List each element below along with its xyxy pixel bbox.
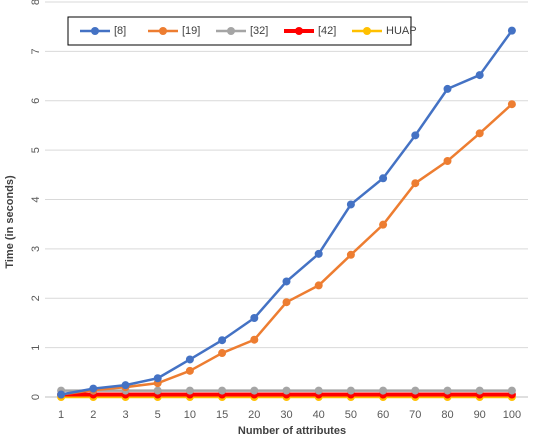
x-tick-label: 20 (248, 409, 260, 421)
legend-entry: [32] (216, 25, 268, 37)
x-tick-label: 90 (474, 409, 486, 421)
y-tick-label: 0 (30, 394, 42, 400)
data-point (282, 386, 291, 395)
legend: [8] [19] [32] [42] HUAP (67, 16, 417, 46)
y-tick-label: 6 (30, 98, 42, 104)
data-point (153, 374, 162, 383)
data-point (282, 277, 291, 286)
data-point (379, 220, 388, 229)
x-tick-label: 30 (280, 409, 292, 421)
legend-entry: [42] (284, 25, 336, 37)
y-tick-label: 5 (30, 147, 42, 153)
legend-swatch-marker (363, 27, 371, 35)
legend-label: [8] (114, 25, 126, 37)
data-point (218, 336, 227, 345)
y-axis-title: Time (in seconds) (4, 175, 16, 269)
data-point (379, 174, 388, 183)
y-tick-labels: 0 1 2 3 4 5 6 7 8 (30, 0, 42, 400)
y-tick-label: 2 (30, 295, 42, 301)
data-point (443, 156, 452, 165)
legend-entry: [8] (80, 25, 126, 37)
data-point (250, 335, 259, 344)
x-tick-label: 40 (313, 409, 325, 421)
y-tick-label: 8 (30, 0, 42, 5)
data-point (282, 298, 291, 307)
x-tick-label: 15 (216, 409, 228, 421)
data-point (507, 26, 516, 35)
legend-swatch-marker (91, 27, 99, 35)
legend-label: [42] (318, 25, 336, 37)
y-tick-label: 4 (30, 196, 42, 202)
x-tick-labels: 1 2 3 5 10 15 20 30 40 50 60 70 80 90 100 (58, 409, 521, 421)
x-tick-label: 5 (155, 409, 161, 421)
legend-swatch-marker (295, 27, 303, 35)
y-tick-label: 7 (30, 48, 42, 54)
legend-swatch-marker (159, 27, 167, 35)
x-tick-label: 3 (122, 409, 128, 421)
data-point (346, 200, 355, 209)
x-tick-label: 80 (441, 409, 453, 421)
data-point (314, 281, 323, 290)
series-line (60, 29, 513, 396)
data-point (153, 386, 162, 395)
data-point (314, 249, 323, 258)
x-axis-title: Number of attributes (238, 425, 346, 437)
legend-entry: [19] (148, 25, 200, 37)
data-point (443, 84, 452, 93)
series-8 (57, 26, 516, 399)
x-tick-label: 50 (345, 409, 357, 421)
data-point (346, 250, 355, 259)
x-tick-label: 60 (377, 409, 389, 421)
data-point (475, 129, 484, 138)
y-tick-label: 3 (30, 246, 42, 252)
data-point (346, 386, 355, 395)
data-point (411, 131, 420, 140)
data-point (507, 386, 516, 395)
data-point (89, 384, 98, 393)
legend-swatch-marker (227, 27, 235, 35)
data-point (185, 366, 194, 375)
series-layer (57, 26, 516, 401)
x-tick-label: 2 (90, 409, 96, 421)
data-point (218, 349, 227, 358)
data-point (185, 355, 194, 364)
data-point (379, 386, 388, 395)
x-tick-label: 10 (184, 409, 196, 421)
gridlines (45, 1, 528, 398)
data-point (475, 71, 484, 80)
data-point (411, 386, 420, 395)
data-point (185, 386, 194, 395)
data-point (507, 100, 516, 109)
data-point (250, 314, 259, 322)
data-point (475, 386, 484, 395)
y-tick-label: 1 (30, 345, 42, 351)
data-point (411, 179, 420, 188)
data-point (57, 390, 66, 399)
data-point (443, 386, 452, 395)
data-point (314, 386, 323, 395)
series-32 (57, 386, 516, 395)
legend-label: [19] (182, 25, 200, 37)
x-tick-label: 100 (503, 409, 521, 421)
legend-entry: HUAP (352, 25, 417, 37)
legend-label: HUAP (386, 25, 417, 37)
legend-label: [32] (250, 25, 268, 37)
data-point (121, 381, 130, 390)
x-tick-label: 70 (409, 409, 421, 421)
x-tick-label: 1 (58, 409, 64, 421)
data-point (250, 386, 259, 395)
data-point (218, 386, 227, 395)
